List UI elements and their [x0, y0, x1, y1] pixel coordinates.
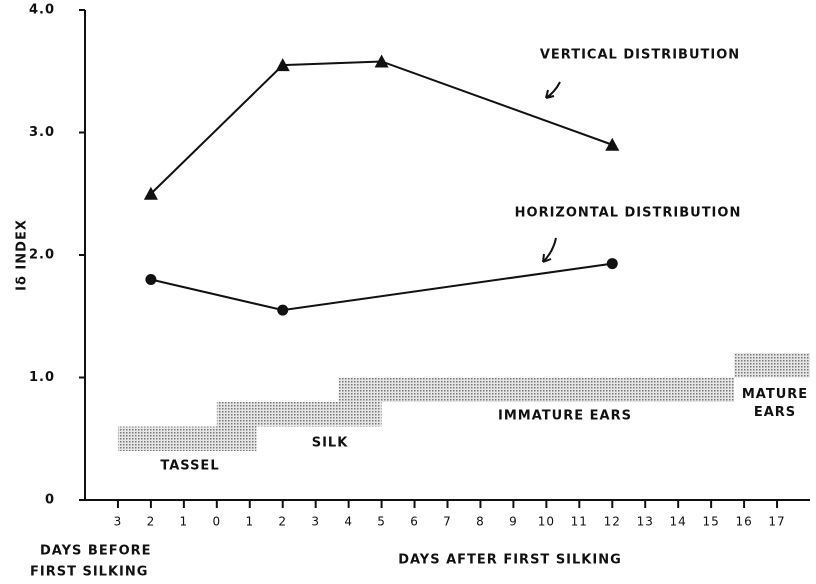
- x-tick-label: 8: [476, 515, 485, 529]
- x-tick-label: 5: [377, 515, 386, 529]
- x-tick-label: 0: [212, 515, 221, 529]
- series-line: [150, 60, 613, 195]
- marker: [275, 58, 290, 72]
- x-tick-label: 14: [670, 515, 687, 529]
- marker: [374, 54, 389, 68]
- x-tick-label: 13: [637, 515, 654, 529]
- x-tick-label: 12: [604, 515, 621, 529]
- x-tick-label: 3: [114, 515, 123, 529]
- x-tick-label: 2: [147, 515, 156, 529]
- marker: [606, 258, 618, 270]
- series-line: [150, 262, 613, 312]
- x-tick-label: 17: [768, 515, 785, 529]
- annotation-arrow: [545, 81, 561, 99]
- phase-label: SILK: [312, 436, 349, 451]
- x-tick-label: 11: [571, 515, 588, 529]
- x-tick-label: 10: [538, 515, 555, 529]
- x-label-before: DAYS BEFORE: [40, 544, 152, 559]
- series-label: HORIZONTAL DISTRIBUTION: [515, 206, 742, 221]
- phase-band: [117, 426, 257, 451]
- x-label-before: FIRST SILKING: [30, 565, 148, 580]
- y-tick-label: 1.0: [29, 370, 55, 385]
- marker: [145, 274, 157, 285]
- x-tick-label: 16: [735, 515, 752, 529]
- y-tick-label: 4.0: [29, 3, 55, 18]
- y-tick-label: 2.0: [29, 248, 55, 263]
- marker: [605, 137, 620, 151]
- phase-band: [216, 402, 382, 427]
- x-tick-label: 1: [180, 515, 189, 529]
- marker: [277, 304, 289, 316]
- x-tick-label: 6: [410, 515, 419, 529]
- x-tick-label: 9: [509, 515, 518, 529]
- y-tick-label: 0: [45, 493, 55, 508]
- phase-label: IMMATURE EARS: [498, 409, 632, 424]
- x-tick-label: 7: [443, 515, 452, 529]
- phase-band: [338, 377, 735, 402]
- marker: [143, 186, 158, 200]
- y-tick-label: 3.0: [29, 125, 55, 140]
- phase-label: MATURE EARS: [742, 387, 808, 420]
- x-tick-label: 3: [311, 515, 320, 529]
- annotation-arrow: [542, 237, 557, 263]
- x-tick-label: 2: [278, 515, 287, 529]
- phase-label: TASSEL: [160, 459, 219, 474]
- x-tick-label: 4: [344, 515, 353, 529]
- x-tick-label: 1: [245, 515, 254, 529]
- y-axis-label: Iδ INDEX: [15, 219, 30, 291]
- phase-band: [734, 353, 810, 378]
- series-label: VERTICAL DISTRIBUTION: [540, 48, 740, 63]
- x-label-after: DAYS AFTER FIRST SILKING: [398, 553, 622, 568]
- x-tick-label: 15: [702, 515, 719, 529]
